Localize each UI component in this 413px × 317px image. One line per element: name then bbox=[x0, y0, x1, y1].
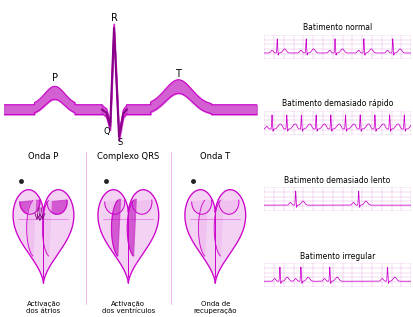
Text: R: R bbox=[110, 13, 117, 23]
Text: Onda T: Onda T bbox=[200, 152, 230, 161]
Text: S: S bbox=[117, 138, 122, 147]
Text: Batimento demasiado rápido: Batimento demasiado rápido bbox=[281, 100, 392, 108]
Polygon shape bbox=[13, 190, 74, 283]
Text: Batimento irregular: Batimento irregular bbox=[299, 252, 375, 261]
Text: Onda P: Onda P bbox=[28, 152, 59, 161]
Text: Activação
dos átrios: Activação dos átrios bbox=[26, 301, 60, 314]
Polygon shape bbox=[26, 199, 36, 256]
Polygon shape bbox=[42, 199, 51, 256]
Text: Q: Q bbox=[104, 127, 110, 136]
Polygon shape bbox=[132, 200, 152, 214]
Polygon shape bbox=[185, 190, 245, 283]
Text: Activação
dos ventrículos: Activação dos ventrículos bbox=[102, 301, 154, 314]
Polygon shape bbox=[104, 200, 124, 214]
Text: T: T bbox=[175, 69, 181, 79]
Polygon shape bbox=[198, 199, 207, 256]
Text: Onda de
recuperação: Onda de recuperação bbox=[193, 301, 237, 314]
Polygon shape bbox=[127, 199, 136, 256]
Text: Complexo QRS: Complexo QRS bbox=[97, 152, 159, 161]
Polygon shape bbox=[214, 199, 223, 256]
Polygon shape bbox=[111, 199, 120, 256]
Polygon shape bbox=[218, 200, 238, 214]
Text: Batimento normal: Batimento normal bbox=[302, 23, 371, 32]
Polygon shape bbox=[20, 200, 40, 214]
Text: Batimento demasiado lento: Batimento demasiado lento bbox=[284, 176, 390, 184]
Polygon shape bbox=[47, 200, 67, 214]
Polygon shape bbox=[98, 190, 158, 283]
Polygon shape bbox=[191, 200, 211, 214]
Text: P: P bbox=[52, 73, 57, 83]
